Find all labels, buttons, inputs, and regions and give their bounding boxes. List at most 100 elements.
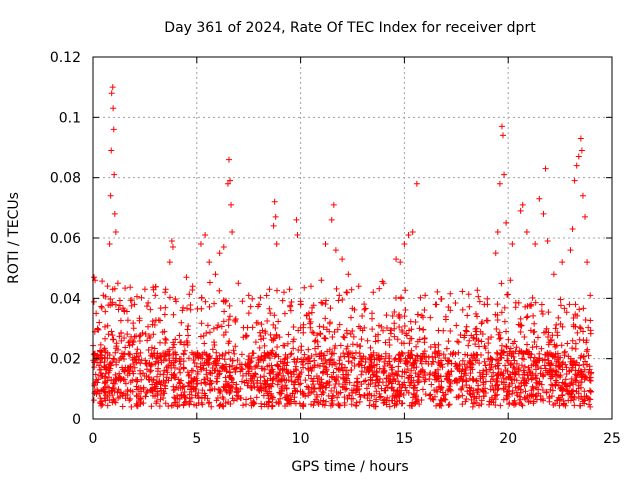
data-point xyxy=(396,314,403,321)
data-point xyxy=(421,335,428,342)
data-point xyxy=(411,391,418,398)
data-point xyxy=(400,340,407,347)
data-point xyxy=(186,380,193,387)
data-point xyxy=(341,394,348,401)
data-point xyxy=(309,329,316,336)
data-point xyxy=(497,354,504,361)
data-point xyxy=(571,393,578,400)
data-point xyxy=(311,357,318,364)
data-point xyxy=(548,337,555,344)
data-point xyxy=(532,241,539,248)
data-point xyxy=(109,84,116,91)
data-point xyxy=(553,342,560,349)
data-point xyxy=(359,368,366,375)
data-point xyxy=(482,362,489,369)
data-point xyxy=(128,302,135,309)
data-point xyxy=(275,398,282,405)
data-point xyxy=(109,332,116,339)
data-point xyxy=(219,362,226,369)
data-point xyxy=(102,370,109,377)
data-point xyxy=(334,394,341,401)
data-point xyxy=(332,247,339,254)
data-point xyxy=(437,396,444,403)
data-point xyxy=(349,305,356,312)
data-point xyxy=(258,365,265,372)
data-point xyxy=(297,380,304,387)
data-point xyxy=(106,241,113,248)
data-point xyxy=(310,381,317,388)
data-point xyxy=(356,350,363,357)
data-point xyxy=(345,271,352,278)
data-point xyxy=(528,351,535,358)
data-point xyxy=(333,389,340,396)
data-point xyxy=(322,335,329,342)
data-point xyxy=(100,292,107,299)
data-point xyxy=(548,381,555,388)
data-point xyxy=(572,361,579,368)
data-point xyxy=(571,402,578,409)
data-point xyxy=(466,384,473,391)
data-point xyxy=(320,368,327,375)
data-point xyxy=(459,357,466,364)
data-point xyxy=(402,307,409,314)
data-point xyxy=(506,387,513,394)
data-point xyxy=(242,333,249,340)
data-point xyxy=(487,355,494,362)
data-point xyxy=(536,350,543,357)
data-point xyxy=(226,302,233,309)
data-point xyxy=(384,325,391,332)
y-tick-label: 0 xyxy=(72,412,81,428)
data-point xyxy=(468,332,475,339)
data-point xyxy=(371,371,378,378)
data-point xyxy=(99,373,106,380)
data-point xyxy=(348,401,355,408)
data-point xyxy=(514,392,521,399)
data-point xyxy=(138,294,145,301)
data-point xyxy=(181,388,188,395)
data-point xyxy=(170,344,177,351)
data-point xyxy=(382,387,389,394)
data-point xyxy=(393,256,400,263)
data-point xyxy=(232,315,239,322)
data-point xyxy=(583,348,590,355)
data-point xyxy=(367,344,374,351)
data-point xyxy=(547,361,554,368)
data-point xyxy=(232,368,239,375)
data-point xyxy=(113,376,120,383)
data-point xyxy=(118,337,125,344)
data-point xyxy=(150,284,157,291)
data-point xyxy=(111,210,118,217)
data-point xyxy=(100,386,107,393)
data-point xyxy=(432,354,439,361)
data-point xyxy=(394,336,401,343)
data-point xyxy=(558,392,565,399)
data-point xyxy=(177,361,184,368)
data-point xyxy=(152,292,159,299)
data-point xyxy=(90,397,97,404)
data-point xyxy=(344,395,351,402)
data-point xyxy=(276,370,283,377)
data-point xyxy=(118,350,125,357)
data-point xyxy=(564,340,571,347)
data-point xyxy=(291,356,298,363)
data-point xyxy=(506,373,513,380)
data-point xyxy=(576,362,583,369)
data-point xyxy=(295,327,302,334)
data-point xyxy=(366,397,373,404)
data-point xyxy=(288,298,295,305)
data-point xyxy=(222,329,229,336)
data-point xyxy=(382,350,389,357)
data-point xyxy=(132,357,139,364)
data-point xyxy=(303,312,310,319)
data-point xyxy=(306,355,313,362)
data-point xyxy=(280,372,287,379)
y-tick-label: 0.06 xyxy=(50,231,81,247)
data-point xyxy=(305,392,312,399)
data-point xyxy=(302,377,309,384)
data-point xyxy=(392,295,399,302)
data-point xyxy=(356,398,363,405)
data-point xyxy=(529,344,536,351)
data-point xyxy=(173,384,180,391)
data-point xyxy=(523,228,530,235)
data-point xyxy=(392,391,399,398)
